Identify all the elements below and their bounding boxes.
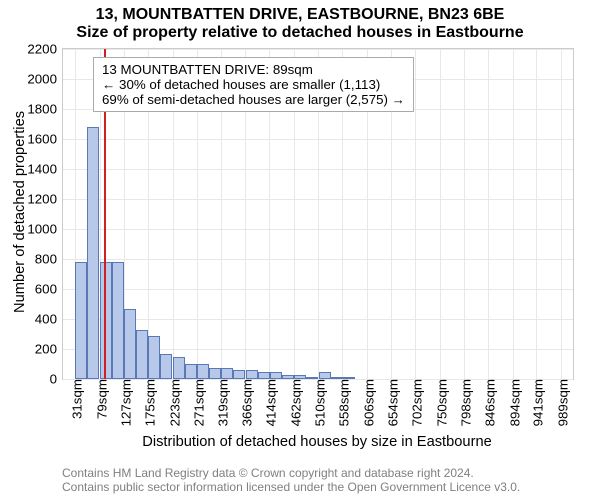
- x-tick-label: 79sqm: [90, 379, 109, 419]
- footer-attribution: Contains HM Land Registry data © Crown c…: [62, 466, 520, 494]
- histogram-bar: [270, 372, 282, 379]
- plot-area: 0200400600800100012001400160018002000220…: [62, 48, 574, 380]
- title-line-1: 13, MOUNTBATTEN DRIVE, EASTBOURNE, BN23 …: [0, 0, 600, 24]
- x-tick-label: 319sqm: [212, 379, 231, 426]
- x-tick-label: 846sqm: [479, 379, 498, 426]
- x-tick-label: 271sqm: [187, 379, 206, 426]
- y-tick-label: 400: [35, 312, 63, 327]
- histogram-bar: [319, 372, 331, 379]
- histogram-bar: [160, 354, 172, 379]
- histogram-bar: [124, 309, 136, 380]
- histogram-bar: [343, 377, 355, 379]
- y-tick-label: 200: [35, 342, 63, 357]
- y-tick-label: 0: [50, 372, 63, 387]
- histogram-bar: [221, 368, 233, 379]
- grid-line-vertical: [415, 49, 416, 379]
- histogram-bar: [209, 368, 221, 379]
- histogram-bar: [294, 375, 306, 380]
- histogram-bar: [197, 364, 209, 379]
- y-tick-label: 2200: [27, 42, 63, 57]
- legend-line: ← 30% of detached houses are smaller (1,…: [102, 77, 405, 92]
- chart-container: 13, MOUNTBATTEN DRIVE, EASTBOURNE, BN23 …: [0, 0, 600, 500]
- x-tick-label: 941sqm: [527, 379, 546, 426]
- histogram-bar: [233, 370, 245, 379]
- y-tick-label: 1200: [27, 192, 63, 207]
- y-axis-label: Number of detached properties: [12, 113, 28, 313]
- grid-line-vertical: [513, 49, 514, 379]
- x-tick-label: 750sqm: [430, 379, 449, 426]
- footer-line: Contains public sector information licen…: [62, 480, 520, 494]
- x-tick-label: 31sqm: [66, 379, 85, 419]
- y-tick-label: 1400: [27, 162, 63, 177]
- histogram-bar: [87, 127, 99, 379]
- x-tick-label: 175sqm: [139, 379, 158, 426]
- x-tick-label: 654sqm: [382, 379, 401, 426]
- histogram-bar: [173, 357, 185, 380]
- x-axis-label: Distribution of detached houses by size …: [62, 434, 572, 450]
- histogram-bar: [306, 377, 318, 379]
- x-tick-label: 414sqm: [260, 379, 279, 426]
- histogram-bar: [258, 372, 270, 379]
- grid-line-vertical: [488, 49, 489, 379]
- footer-line: Contains HM Land Registry data © Crown c…: [62, 466, 520, 480]
- grid-line-vertical: [561, 49, 562, 379]
- title-line-2: Size of property relative to detached ho…: [0, 24, 600, 42]
- y-tick-label: 600: [35, 282, 63, 297]
- histogram-bar: [112, 262, 124, 379]
- histogram-bar: [148, 336, 160, 379]
- y-tick-label: 2000: [27, 72, 63, 87]
- x-tick-label: 989sqm: [551, 379, 570, 426]
- legend-line: 69% of semi-detached houses are larger (…: [102, 92, 405, 107]
- x-tick-label: 510sqm: [309, 379, 328, 426]
- y-tick-label: 1000: [27, 222, 63, 237]
- histogram-bar: [246, 370, 258, 379]
- y-tick-label: 1800: [27, 102, 63, 117]
- x-tick-label: 558sqm: [333, 379, 352, 426]
- y-tick-label: 1600: [27, 132, 63, 147]
- x-tick-label: 127sqm: [114, 379, 133, 426]
- legend-box: 13 MOUNTBATTEN DRIVE: 89sqm← 30% of deta…: [93, 57, 414, 112]
- y-tick-label: 800: [35, 252, 63, 267]
- x-tick-label: 702sqm: [406, 379, 425, 426]
- histogram-bar: [75, 262, 87, 379]
- x-tick-label: 606sqm: [357, 379, 376, 426]
- histogram-bar: [282, 375, 294, 380]
- grid-line-vertical: [464, 49, 465, 379]
- x-tick-label: 223sqm: [163, 379, 182, 426]
- x-tick-label: 366sqm: [235, 379, 254, 426]
- x-tick-label: 798sqm: [455, 379, 474, 426]
- grid-line-vertical: [536, 49, 537, 379]
- x-tick-label: 462sqm: [284, 379, 303, 426]
- histogram-bar: [331, 377, 343, 379]
- histogram-bar: [185, 364, 197, 379]
- histogram-bar: [136, 330, 148, 380]
- x-tick-label: 894sqm: [503, 379, 522, 426]
- legend-line: 13 MOUNTBATTEN DRIVE: 89sqm: [102, 62, 405, 77]
- histogram-bar: [100, 262, 112, 379]
- grid-line-vertical: [440, 49, 441, 379]
